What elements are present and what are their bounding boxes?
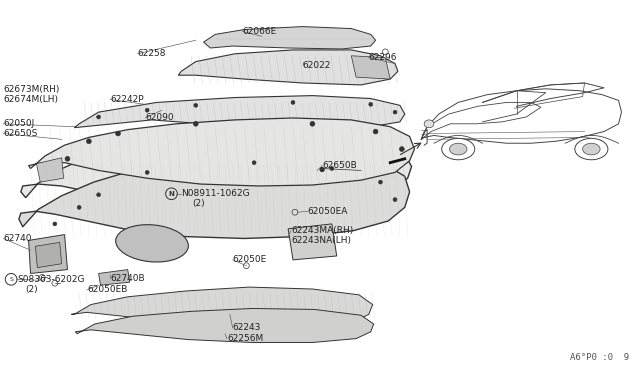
Circle shape bbox=[399, 147, 404, 151]
Text: 62674M(LH): 62674M(LH) bbox=[3, 95, 58, 104]
Circle shape bbox=[77, 205, 81, 209]
Polygon shape bbox=[29, 118, 415, 186]
Text: A6°P0 :0  9: A6°P0 :0 9 bbox=[570, 353, 629, 362]
Text: 62673M(RH): 62673M(RH) bbox=[3, 85, 60, 94]
Circle shape bbox=[193, 121, 198, 126]
Circle shape bbox=[145, 170, 149, 174]
Text: 62650S: 62650S bbox=[3, 129, 38, 138]
Ellipse shape bbox=[575, 138, 608, 160]
Polygon shape bbox=[179, 50, 398, 85]
Text: 62050J: 62050J bbox=[3, 119, 35, 128]
Text: 62296: 62296 bbox=[369, 53, 397, 62]
Circle shape bbox=[393, 198, 397, 202]
Circle shape bbox=[145, 108, 149, 112]
Circle shape bbox=[369, 102, 372, 106]
Polygon shape bbox=[288, 224, 337, 260]
Text: 62050EB: 62050EB bbox=[87, 285, 127, 295]
Text: 62243MA(RH): 62243MA(RH) bbox=[291, 226, 353, 235]
Circle shape bbox=[330, 167, 334, 170]
Text: 62740B: 62740B bbox=[110, 274, 145, 283]
Polygon shape bbox=[21, 135, 412, 209]
Text: 62740: 62740 bbox=[3, 234, 32, 243]
Text: 62090: 62090 bbox=[145, 113, 174, 122]
Circle shape bbox=[97, 193, 100, 197]
Text: 62243NA(LH): 62243NA(LH) bbox=[291, 236, 351, 245]
Text: S: S bbox=[9, 277, 13, 282]
Polygon shape bbox=[204, 27, 376, 49]
Text: 62243: 62243 bbox=[233, 323, 261, 333]
Circle shape bbox=[373, 129, 378, 134]
Circle shape bbox=[97, 115, 100, 119]
Circle shape bbox=[194, 103, 198, 107]
Polygon shape bbox=[351, 56, 390, 79]
Text: 62050EA: 62050EA bbox=[308, 207, 348, 216]
Text: 62022: 62022 bbox=[303, 61, 331, 70]
Circle shape bbox=[252, 161, 256, 165]
Polygon shape bbox=[74, 96, 404, 128]
Ellipse shape bbox=[449, 143, 467, 155]
Text: 62256M: 62256M bbox=[227, 334, 263, 343]
Text: 62650B: 62650B bbox=[322, 161, 357, 170]
Polygon shape bbox=[72, 287, 372, 324]
Circle shape bbox=[393, 110, 397, 114]
Polygon shape bbox=[36, 158, 63, 182]
Text: 62242P: 62242P bbox=[110, 95, 144, 104]
Circle shape bbox=[116, 131, 120, 136]
Polygon shape bbox=[35, 243, 61, 267]
Circle shape bbox=[378, 180, 382, 184]
Circle shape bbox=[291, 100, 295, 105]
Text: (2): (2) bbox=[192, 199, 205, 208]
Ellipse shape bbox=[582, 143, 600, 155]
Ellipse shape bbox=[424, 120, 434, 128]
Ellipse shape bbox=[116, 225, 188, 262]
Text: 62258: 62258 bbox=[138, 49, 166, 58]
Polygon shape bbox=[19, 154, 410, 238]
Circle shape bbox=[65, 156, 70, 161]
Ellipse shape bbox=[442, 138, 475, 160]
Text: 62050E: 62050E bbox=[233, 255, 267, 264]
Polygon shape bbox=[99, 270, 130, 285]
Circle shape bbox=[86, 139, 92, 144]
Text: (2): (2) bbox=[26, 285, 38, 295]
Circle shape bbox=[320, 167, 324, 171]
Text: N: N bbox=[168, 191, 175, 197]
Polygon shape bbox=[76, 308, 374, 343]
Text: 62066E: 62066E bbox=[243, 27, 276, 36]
Circle shape bbox=[310, 121, 315, 126]
Polygon shape bbox=[29, 235, 67, 273]
Circle shape bbox=[53, 222, 57, 226]
Text: S08363-6202G: S08363-6202G bbox=[17, 275, 84, 284]
Text: N08911-1062G: N08911-1062G bbox=[181, 189, 250, 198]
